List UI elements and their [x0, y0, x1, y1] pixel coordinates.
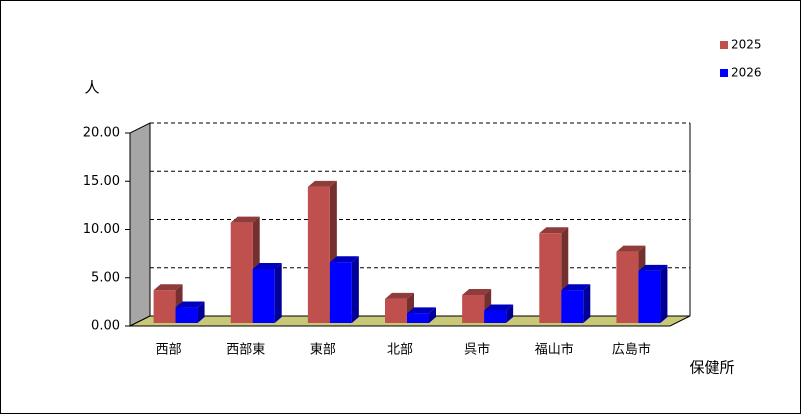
bar [561, 290, 584, 323]
x-tick-label: 福山市 [535, 342, 574, 358]
bar-top [175, 301, 205, 308]
y-tick-label: 10.00 [83, 222, 120, 237]
legend-label: 2026 [731, 66, 762, 80]
y-tick-label: 20.00 [83, 126, 120, 141]
y-tick-label: 0.00 [91, 319, 120, 334]
bar [153, 290, 176, 323]
side-wall [129, 122, 151, 327]
legend-swatch [720, 41, 728, 49]
bar-side [197, 301, 205, 323]
bar-top [385, 292, 414, 299]
bar-top [307, 180, 337, 187]
bar-top [638, 264, 668, 271]
bar [252, 268, 275, 323]
bar [329, 262, 352, 323]
bar-top [230, 216, 260, 223]
bar [462, 295, 485, 323]
bar [407, 313, 429, 323]
bar-side [660, 264, 668, 323]
y-tick-label: 5.00 [91, 270, 120, 285]
bar-top [153, 284, 183, 291]
y-tick-label: 15.00 [83, 174, 120, 189]
legend-label: 2025 [731, 38, 762, 52]
x-tick-label: 北部 [387, 343, 413, 358]
bar-side [506, 304, 514, 323]
y-axis-label: 人 [84, 79, 99, 97]
bar-side [274, 262, 282, 323]
bar [539, 233, 562, 323]
bar [385, 298, 407, 323]
bar [230, 222, 253, 323]
bar-top [252, 262, 282, 269]
bar-top [329, 256, 359, 263]
x-tick-label: 広島市 [612, 342, 651, 358]
bar [175, 307, 198, 323]
bar-top [484, 304, 514, 311]
bar [616, 251, 639, 323]
bar-top [462, 289, 492, 296]
x-tick-label: 西部東 [226, 342, 265, 358]
bar [638, 270, 661, 323]
x-axis-label: 保健所 [689, 359, 734, 377]
bar-top [539, 227, 569, 234]
legend-swatch [720, 69, 728, 77]
bar-side [583, 284, 591, 323]
bar-top [561, 284, 591, 291]
bar-top [407, 307, 436, 314]
bar-side [429, 307, 436, 323]
x-tick-label: 呉市 [464, 342, 490, 358]
bar-side [351, 256, 359, 323]
x-tick-label: 東部 [310, 342, 336, 358]
bar-top [616, 245, 646, 252]
bar [484, 310, 507, 323]
x-tick-label: 西部 [156, 343, 182, 358]
bar [307, 186, 330, 323]
